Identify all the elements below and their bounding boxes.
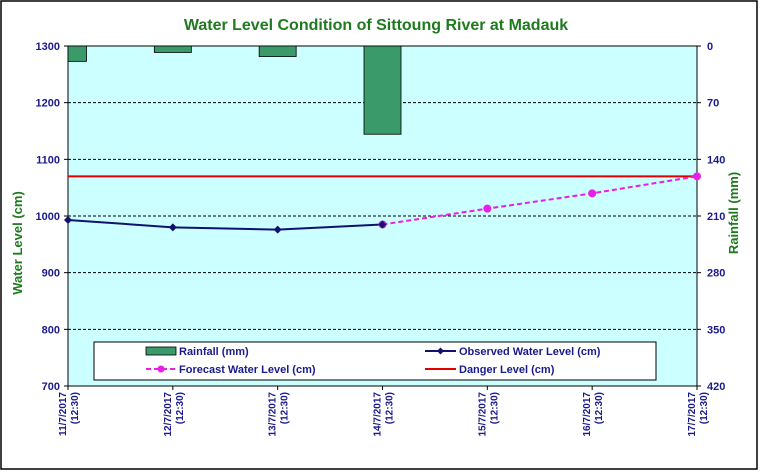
x-tick-label-time: (12:30)	[385, 392, 396, 424]
legend-forecast-marker	[157, 365, 165, 373]
y-tick-label: 1000	[36, 211, 60, 223]
x-tick-label-time: (12:30)	[594, 392, 605, 424]
y2-axis-title: Rainfall (mm)	[726, 172, 741, 254]
y-tick-label: 1200	[36, 98, 60, 110]
observed-point	[378, 220, 387, 229]
rainfall-bar	[258, 45, 297, 57]
x-tick-label-date: 17/7/2017	[687, 392, 698, 437]
y-tick-label: 800	[42, 324, 60, 336]
forecast-point	[588, 189, 597, 198]
observed-point	[64, 215, 72, 224]
x-tick-label-date: 11/7/2017	[58, 392, 69, 436]
right-axis-ticks: 0 70 140 210 280 350 420	[697, 41, 725, 393]
y2-tick-label: 280	[707, 268, 725, 280]
legend-rainfall-label: Rainfall (mm)	[179, 346, 249, 358]
x-tick-label-date: 13/7/2017	[268, 392, 279, 437]
x-tick-label-time: (12:30)	[280, 392, 291, 424]
rainfall-bars	[67, 45, 402, 135]
y2-tick-label: 0	[707, 41, 713, 53]
x-tick-label-date: 12/7/2017	[163, 392, 174, 437]
x-axis-ticks: 11/7/2017 (12:30) 12/7/2017 (12:30) 13/7/201…	[58, 386, 710, 437]
legend-rainfall-swatch	[145, 346, 177, 356]
y-tick-label: 1100	[36, 154, 60, 166]
x-tick-label-time: (12:30)	[699, 392, 710, 424]
x-tick-label-date: 16/7/2017	[582, 392, 593, 437]
left-axis-ticks: 700 800 900 1000 1100 1200 1300	[36, 41, 68, 393]
y-tick-label: 700	[42, 381, 60, 393]
rainfall-bar	[363, 45, 402, 135]
rainfall-bar	[153, 45, 192, 53]
x-tick-label-time: (12:30)	[70, 392, 81, 424]
y2-tick-label: 70	[707, 98, 719, 110]
y-tick-label: 900	[42, 268, 60, 280]
x-tick-label-time: (12:30)	[175, 392, 186, 424]
observed-line	[67, 218, 383, 231]
legend-danger-label: Danger Level (cm)	[459, 364, 555, 376]
forecast-point	[693, 172, 701, 181]
legend-forecast-label: Forecast Water Level (cm)	[179, 364, 316, 376]
rainfall-bar	[67, 45, 87, 62]
forecast-point	[483, 204, 492, 213]
y2-tick-label: 210	[707, 211, 725, 223]
legend-observed-label: Observed Water Level (cm)	[459, 346, 601, 358]
y2-tick-label: 420	[707, 381, 725, 393]
x-tick-label-time: (12:30)	[489, 392, 500, 424]
legend: Rainfall (mm) Observed Water Level (cm) …	[93, 341, 657, 381]
y-axis-title: Water Level (cm)	[10, 191, 25, 295]
y-tick-label: 1300	[36, 41, 60, 53]
chart-title: Water Level Condition of Sittoung River …	[184, 17, 568, 34]
x-tick-label-date: 15/7/2017	[477, 392, 488, 437]
y2-tick-label: 140	[707, 154, 725, 166]
legend-observed-marker	[437, 347, 444, 355]
observed-point	[168, 223, 177, 232]
series-lines	[64, 172, 701, 234]
y2-tick-label: 350	[707, 324, 725, 336]
observed-point	[273, 225, 282, 234]
forecast-line	[382, 175, 698, 226]
legend-box	[93, 341, 657, 381]
x-tick-label-date: 14/7/2017	[373, 392, 384, 437]
